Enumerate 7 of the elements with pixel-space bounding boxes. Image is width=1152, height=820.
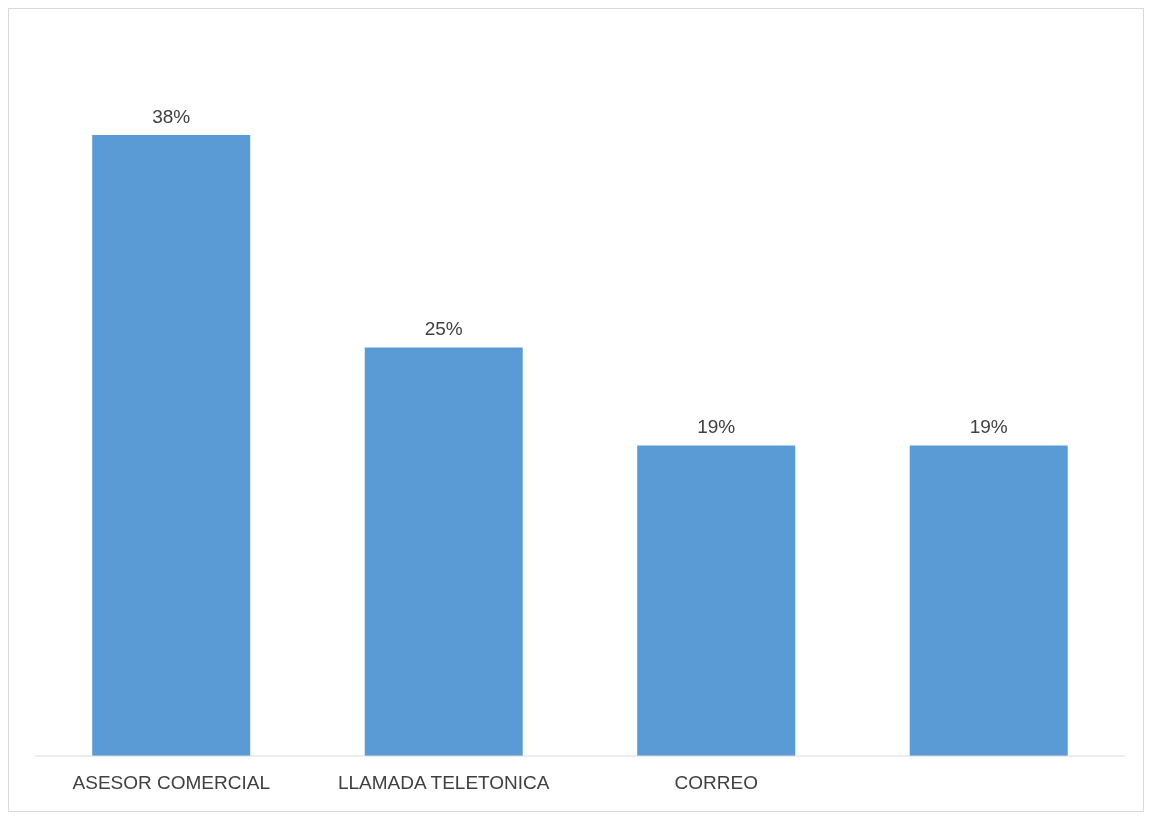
x-tick-label: CORREO [674, 772, 758, 794]
data-label: 38% [152, 105, 191, 127]
x-tick-label: LLAMADA TELETONICA [337, 772, 550, 794]
x-tick-label: ASESOR COMERCIAL [72, 772, 270, 794]
data-label: 25% [424, 318, 463, 340]
data-label: 19% [969, 416, 1008, 438]
data-label: 19% [697, 416, 736, 438]
